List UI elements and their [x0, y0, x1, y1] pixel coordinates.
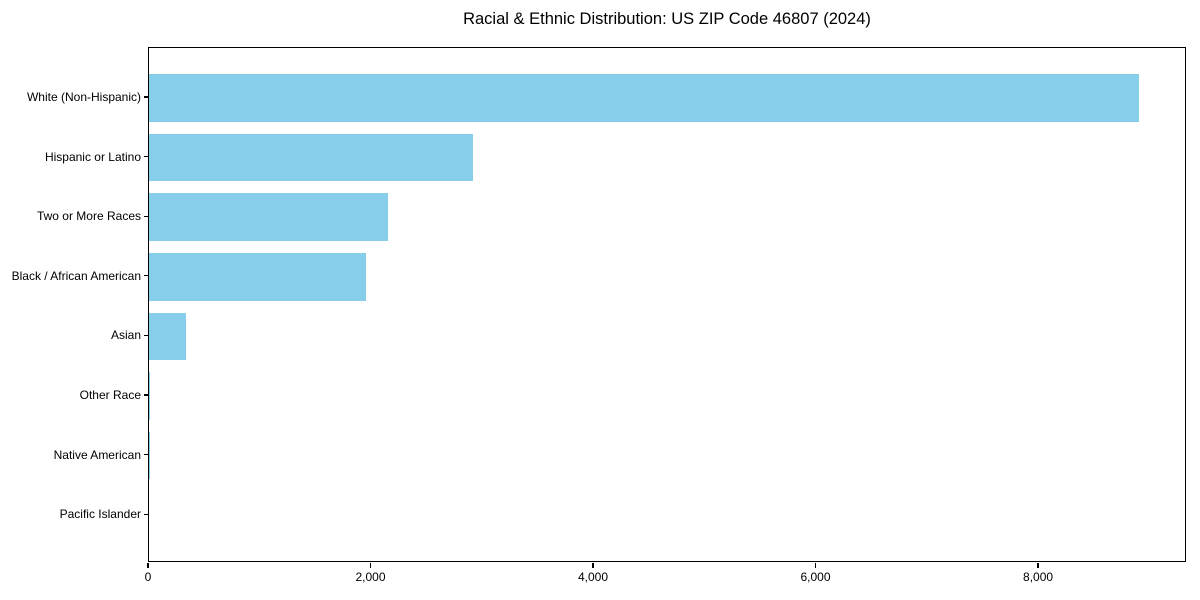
x-tick-label-8000: 8,000: [1023, 570, 1054, 584]
x-tick-label-0: 0: [144, 570, 152, 584]
y-tick-label-two-or-more-races: Two or More Races: [36, 209, 141, 224]
y-tick-mark: [143, 156, 148, 158]
y-tick-label-native-american: Native American: [53, 447, 141, 462]
y-tick-label-black-african-american: Black / African American: [11, 268, 141, 283]
x-tick-mark: [1037, 563, 1039, 568]
y-tick-mark: [143, 96, 148, 98]
y-tick-label-hispanic-or-latino: Hispanic or Latino: [44, 149, 141, 164]
y-tick-mark: [143, 215, 148, 217]
bar-hispanic-or-latino: [149, 133, 473, 182]
y-tick-label-white-non-hispanic: White (Non-Hispanic): [26, 90, 141, 104]
x-tick-mark: [369, 563, 372, 568]
bar-black-african-american: [149, 252, 366, 301]
y-tick-mark: [143, 454, 148, 456]
bar-white-non-hispanic: [149, 74, 1140, 122]
bar-native-american: [149, 431, 150, 480]
x-tick-label-2000: 2,000: [355, 570, 386, 584]
y-tick-label-other-race: Other Race: [79, 388, 141, 402]
bar-two-or-more-races: [149, 193, 389, 242]
x-tick-mark: [592, 563, 594, 568]
bar-other-race: [149, 372, 151, 420]
x-tick-label-6000: 6,000: [800, 570, 831, 584]
x-tick-mark: [147, 563, 149, 568]
plot-area: [148, 47, 1186, 562]
y-tick-label-asian: Asian: [110, 328, 141, 343]
bar-asian: [149, 312, 187, 361]
x-tick-mark: [814, 563, 817, 568]
y-tick-mark: [143, 334, 148, 336]
y-tick-mark: [143, 394, 148, 396]
chart-title: Racial & Ethnic Distribution: US ZIP Cod…: [463, 10, 871, 28]
x-tick-label-4000: 4,000: [578, 570, 609, 584]
y-tick-mark: [143, 513, 148, 515]
y-tick-label-pacific-islander: Pacific Islander: [59, 507, 141, 522]
y-tick-mark: [143, 275, 148, 277]
